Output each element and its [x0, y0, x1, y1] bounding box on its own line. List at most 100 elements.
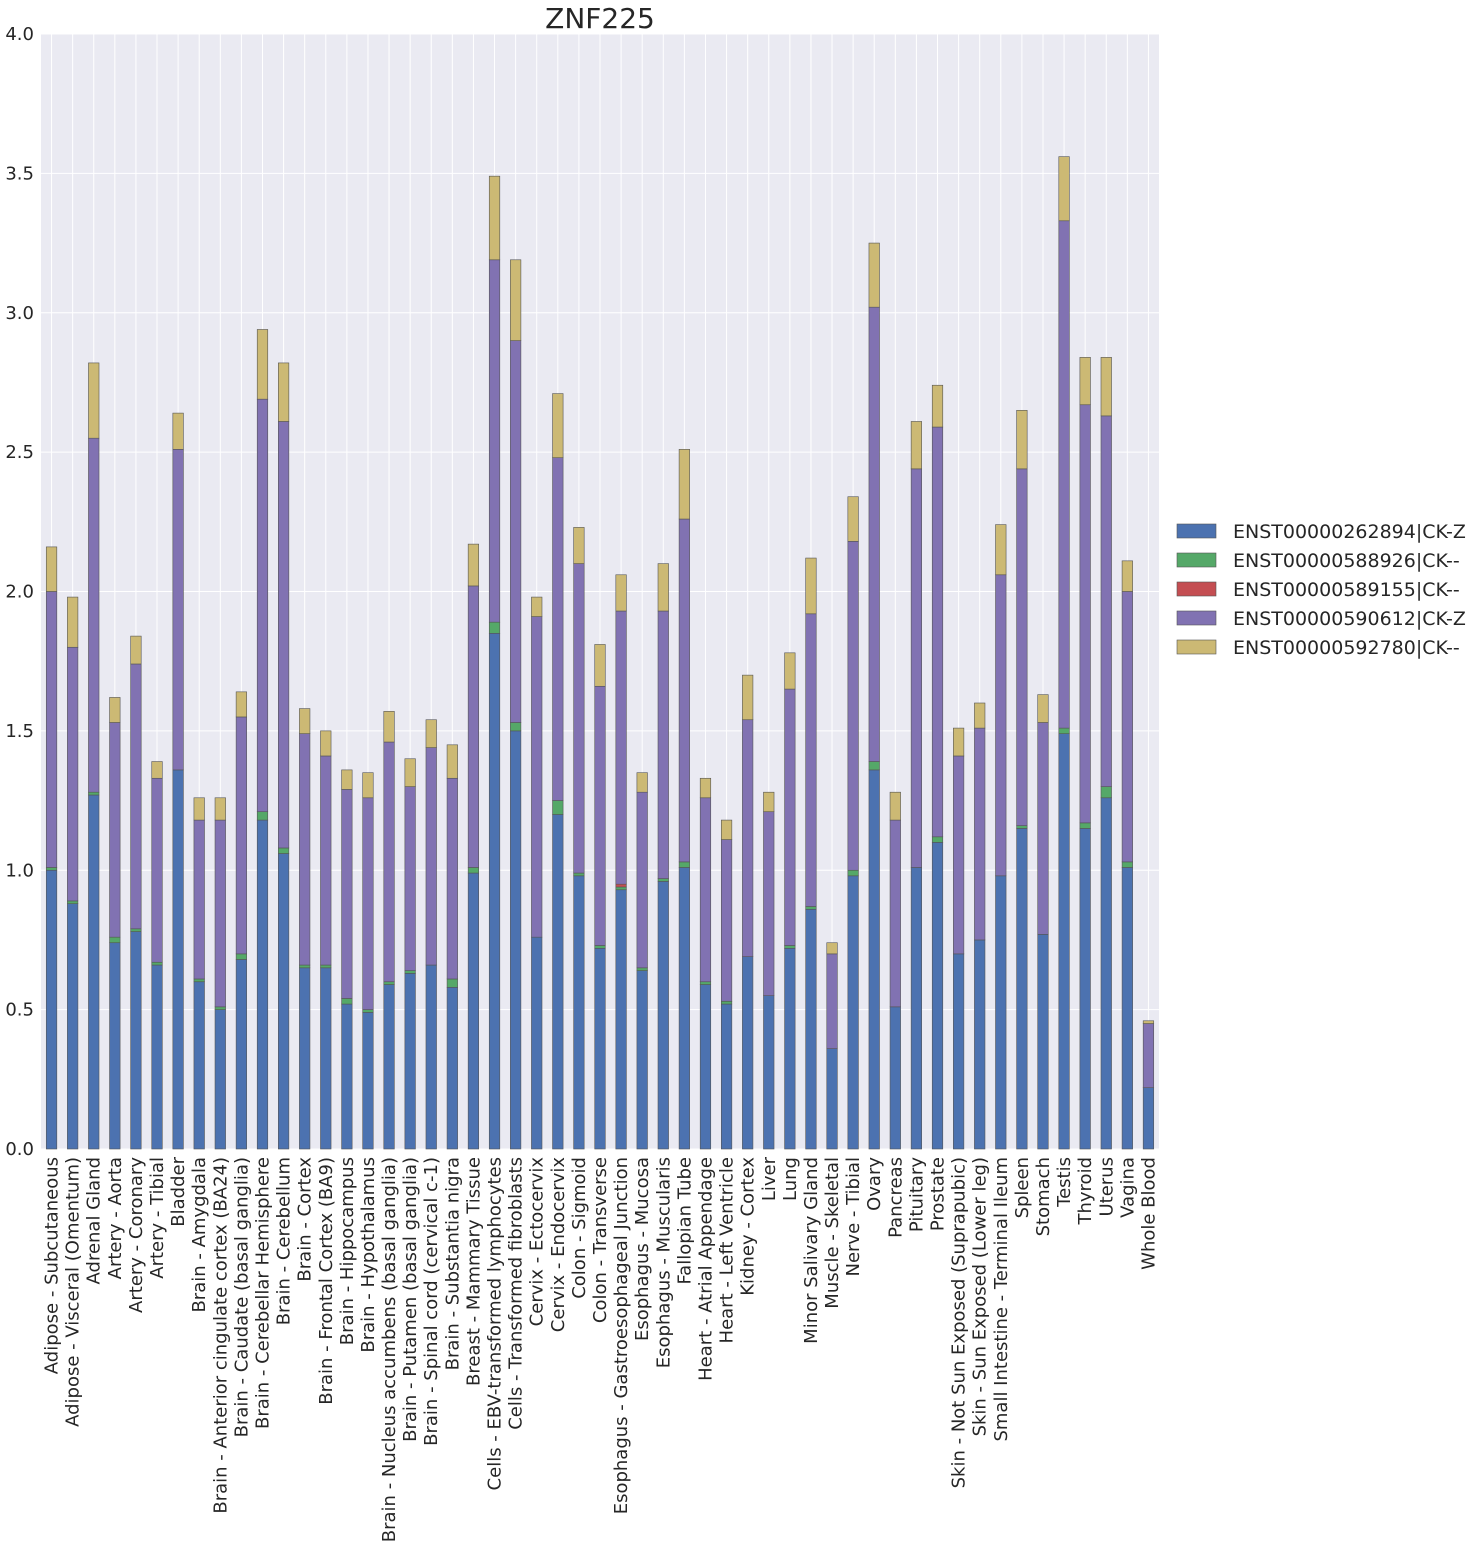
bar-segment: [615, 610, 627, 885]
y-tick-label: 3.0: [5, 303, 34, 324]
bar-segment: [320, 730, 332, 757]
bar-segment: [193, 981, 205, 1150]
bar-segment: [109, 942, 121, 1150]
bar-segment: [278, 853, 290, 1150]
bar-segment: [868, 769, 880, 1150]
bar-segment: [910, 867, 922, 1150]
bar-segment: [193, 978, 205, 983]
bar-segment: [1079, 357, 1091, 406]
bar-segment: [573, 563, 585, 874]
bar-segment: [341, 769, 353, 790]
legend: ENST00000262894|CK-Z ENST00000588926|CK--…: [1176, 521, 1466, 659]
y-tick-label: 2.0: [5, 582, 34, 603]
x-tick-label: Skin - Sun Exposed (Lower leg): [970, 1157, 991, 1436]
x-tick-label: Prostate: [928, 1157, 949, 1231]
bar-segment: [67, 596, 79, 648]
x-tick-label: Stomach: [1033, 1157, 1054, 1236]
bar-segment: [88, 794, 100, 1150]
bar-segment: [193, 797, 205, 821]
y-tick-label: 0.0: [5, 1139, 34, 1160]
bar-segment: [278, 421, 290, 849]
bar-segment: [67, 646, 79, 902]
bar-segment: [678, 518, 690, 863]
x-tick-label: Cells - Transformed fibroblasts: [506, 1157, 527, 1430]
bar-segment: [214, 1006, 226, 1010]
bar-segment: [109, 936, 121, 944]
x-tick-label: Brain - Substantia nigra: [442, 1157, 463, 1370]
bar-segment: [720, 839, 733, 1002]
bar-segment: [594, 947, 606, 1150]
bar-segment: [636, 967, 648, 971]
x-tick-label: Esophagus - Mucosa: [632, 1157, 653, 1341]
bar-segment: [742, 956, 754, 1150]
bar-segment: [594, 644, 606, 687]
x-tick-label: Brain - Hypothalamus: [358, 1157, 379, 1353]
bar-segment: [953, 727, 965, 757]
bar-segment: [953, 755, 965, 955]
bar-segment: [931, 842, 944, 1150]
bar-segment: [1058, 156, 1070, 222]
bar-segment: [531, 936, 543, 1150]
bar-segment: [910, 468, 922, 868]
x-tick-label: Vagina: [1117, 1157, 1138, 1218]
bar-segment: [763, 791, 775, 813]
bar-segment: [256, 811, 269, 821]
bar-segment: [889, 1006, 901, 1150]
bar-segment: [974, 939, 986, 1150]
legend-swatch: [1176, 639, 1217, 655]
bar-segment: [235, 716, 247, 955]
x-tick-label: Small Intestine - Terminal Ileum: [991, 1157, 1012, 1442]
bar-segment: [868, 306, 880, 762]
bar-segment: [552, 814, 564, 1150]
y-tick-label: 2.5: [5, 442, 34, 463]
bar-segment: [552, 800, 564, 815]
x-tick-label: Artery - Aorta: [105, 1157, 126, 1279]
bar-segment: [594, 685, 606, 946]
legend-label: ENST00000590612|CK-Z: [1233, 608, 1466, 630]
bar-segment: [573, 527, 585, 564]
bar-segment: [826, 1048, 838, 1150]
y-tick-label: 4.0: [5, 24, 34, 45]
bar-segment: [67, 900, 79, 904]
x-tick-label: Testis: [1054, 1157, 1075, 1208]
legend-label: ENST00000588926|CK--: [1233, 550, 1460, 572]
x-tick-label: Cervix - Endocervix: [548, 1157, 569, 1333]
x-tick-label: Pancreas: [885, 1157, 906, 1238]
bar-segment: [784, 652, 796, 690]
bar-segment: [510, 259, 522, 341]
x-tick-label: Artery - Coronary: [126, 1157, 147, 1313]
bar-segment: [109, 722, 121, 938]
bar-segment: [425, 964, 437, 1150]
bar-segment: [531, 616, 543, 938]
y-axis-ticks: 0.0 0.5 1.0 1.5 2.0 2.5 3.0 3.5 4.0: [5, 24, 34, 1160]
bar-segment: [868, 242, 880, 308]
x-tick-label: Esophagus - Muscularis: [653, 1157, 674, 1368]
bar-segment: [278, 847, 290, 854]
bar-segment: [383, 981, 395, 985]
bar-segment: [531, 596, 543, 617]
bar-segment: [214, 1009, 226, 1150]
legend-label: ENST00000592780|CK--: [1233, 637, 1460, 659]
x-tick-label: Heart - Atrial Appendage: [695, 1157, 716, 1381]
bar-segment: [784, 947, 796, 1150]
bar-segment: [404, 973, 416, 1150]
bar-segment: [404, 758, 416, 787]
bar-segment: [172, 449, 184, 771]
bar-segment: [910, 421, 922, 470]
bar-segment: [889, 819, 901, 1008]
bar-segment: [425, 719, 437, 748]
bar-segment: [1100, 797, 1112, 1150]
bar-segment: [130, 928, 142, 932]
bar-segment: [299, 708, 311, 734]
bar-segment: [67, 903, 79, 1150]
bar-segment: [1142, 1023, 1155, 1088]
bar-segment: [510, 722, 522, 732]
bar-segment: [488, 633, 501, 1150]
bar-segment: [678, 449, 690, 520]
x-tick-label: Spleen: [1012, 1157, 1033, 1218]
bar-segment: [235, 953, 247, 960]
bar-segment: [657, 881, 669, 1150]
bar-segment: [193, 819, 205, 980]
x-tick-label: Pituitary: [906, 1157, 927, 1232]
bar-segment: [847, 875, 859, 1150]
